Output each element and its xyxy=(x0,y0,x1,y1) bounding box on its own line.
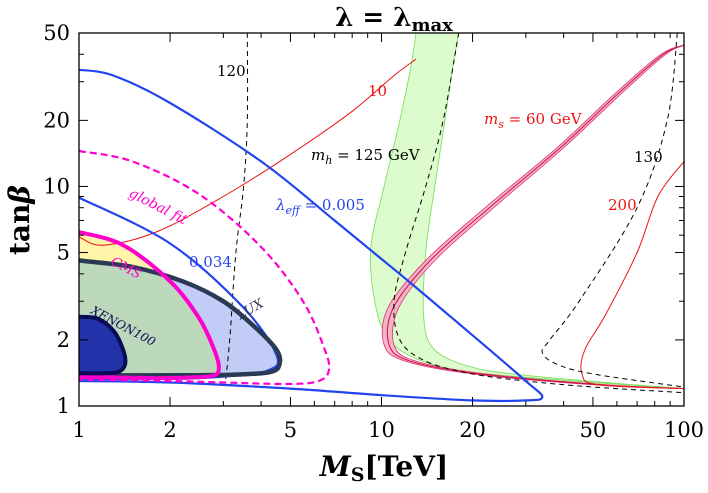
label-ms-60: ms = 60 GeV xyxy=(484,110,583,131)
x-tick-label: 1 xyxy=(72,418,85,442)
y-tick-label: 2 xyxy=(57,328,70,352)
ms-10-line xyxy=(79,58,417,246)
y-tick-label: 50 xyxy=(43,21,70,45)
x-tick-label: 10 xyxy=(368,418,395,442)
x-tick-label: 2 xyxy=(163,418,176,442)
mh-125-line xyxy=(393,33,684,394)
label-global-fit: global fit xyxy=(126,185,190,228)
xenon-boundary xyxy=(79,314,128,376)
cms-boundary xyxy=(79,230,221,381)
global-fit-line xyxy=(79,149,331,386)
green-band xyxy=(369,33,684,390)
label-lambda-0005: λeff = 0.005 xyxy=(275,196,365,217)
mh-120-line xyxy=(225,33,249,382)
x-tick-label: 5 xyxy=(284,418,297,442)
ms-200-line xyxy=(580,161,684,390)
x-tick-label: 20 xyxy=(459,418,486,442)
mh-130-line xyxy=(541,33,684,388)
y-tick-label: 20 xyxy=(43,108,70,132)
y-axis-label: tanβ xyxy=(3,185,36,255)
x-tick-label: 50 xyxy=(580,418,607,442)
lambda-0005-line xyxy=(79,68,544,403)
label-lambda-0034: 0.034 xyxy=(189,253,232,271)
label-mh-130: 130 xyxy=(634,148,663,166)
y-tick-label: 1 xyxy=(57,394,70,418)
label-ms-10: 10 xyxy=(368,82,387,100)
overlap-region-fill xyxy=(79,260,219,376)
label-ms-200: 200 xyxy=(608,196,637,214)
label-mh-120: 120 xyxy=(217,62,246,80)
x-tick-label: 100 xyxy=(664,418,704,442)
x-axis-label: MS[TeV] xyxy=(319,450,448,486)
chart-title: λ = λmax xyxy=(335,3,453,36)
y-tick-label: 10 xyxy=(43,174,70,198)
label-mh-125: mh = 125 GeV xyxy=(311,146,421,167)
xenon-region-fill xyxy=(79,316,126,374)
y-tick-label: 5 xyxy=(57,241,70,265)
ms-60-line xyxy=(386,44,684,390)
